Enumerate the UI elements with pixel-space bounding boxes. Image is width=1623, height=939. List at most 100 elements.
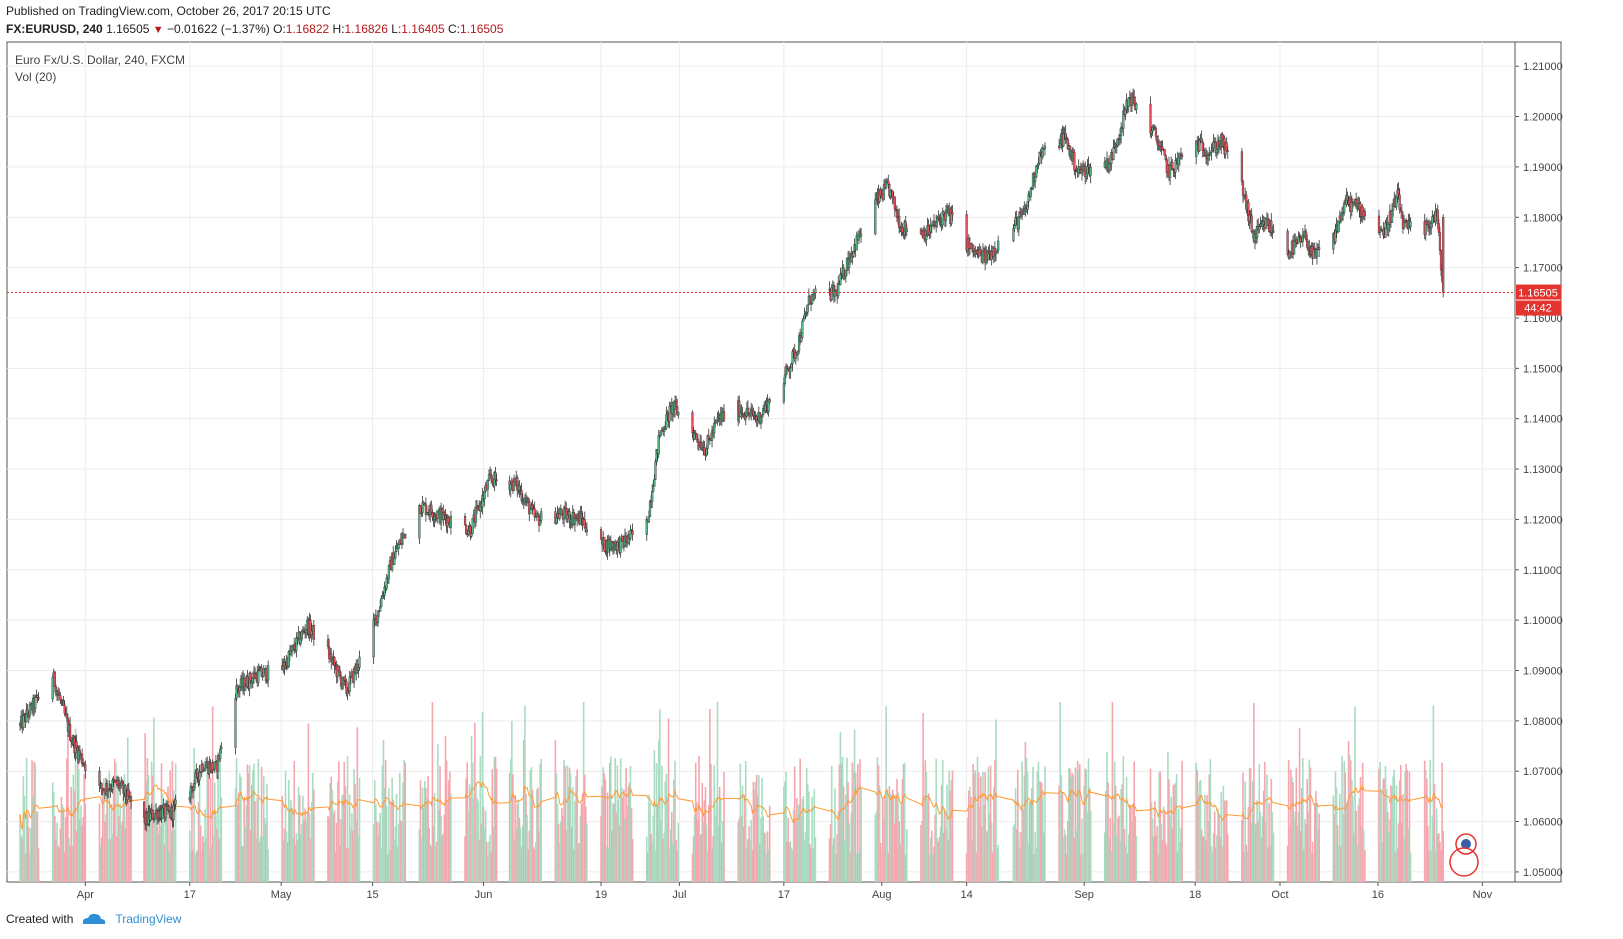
volume-bar [952, 770, 954, 882]
candle-body [29, 705, 31, 716]
candle-body [875, 198, 877, 199]
candle-body [327, 640, 329, 647]
candle-body [214, 762, 216, 769]
candle-body [807, 305, 809, 312]
y-tick-label: 1.17000 [1523, 263, 1563, 275]
candle-body [359, 657, 361, 667]
y-tick-label: 1.11000 [1523, 565, 1562, 577]
candle-body [532, 505, 534, 508]
candle-body [1226, 143, 1228, 151]
volume-bar [540, 759, 542, 882]
candle-body [521, 491, 523, 501]
candle-body [745, 416, 747, 418]
volume-bar [313, 790, 315, 882]
volume-bar [678, 823, 680, 882]
candle-body [677, 413, 679, 415]
candle-body [800, 337, 802, 341]
candle-body [1035, 166, 1037, 177]
candle-body [1132, 93, 1134, 98]
time-axis[interactable]: Apr 17 May 15 Jun 19 Jul 17 Aug 14 Sep 18 Oct 16 Nov [77, 882, 1493, 901]
volume-bar [1273, 833, 1275, 882]
candle-body [1073, 152, 1075, 170]
candle-body [1435, 211, 1437, 221]
candle-body [813, 293, 815, 294]
candle-body [343, 677, 345, 680]
candle-body [386, 578, 388, 589]
candle-body [1155, 128, 1157, 136]
candle-body [81, 754, 83, 764]
volume-bar [359, 778, 361, 882]
candle-body [935, 222, 937, 225]
candle-body [1171, 162, 1173, 169]
candle-body [290, 651, 292, 654]
candle-body [1216, 149, 1218, 152]
candle-body [252, 678, 254, 683]
candle-body [894, 197, 896, 210]
x-tick-label: 15 [366, 889, 378, 901]
candle-body [1410, 222, 1412, 227]
candle-body [1081, 170, 1083, 173]
volume-bar [1410, 853, 1412, 882]
candle-body [529, 509, 531, 513]
candle-body [652, 486, 654, 491]
candle-body [1391, 210, 1393, 223]
candle-body [761, 415, 763, 417]
candle-body [797, 351, 799, 354]
y-tick-label: 1.10000 [1523, 615, 1563, 627]
candle-body [809, 296, 811, 303]
candle-body [1030, 188, 1032, 196]
volume-bar [38, 848, 40, 882]
candle-body [1400, 209, 1402, 211]
candle-body [811, 294, 813, 303]
candle-body [193, 784, 195, 791]
candle-body [723, 411, 725, 420]
candle-body [996, 250, 998, 252]
candle-body [1164, 149, 1166, 155]
candle-body [630, 530, 632, 538]
y-tick-label: 1.14000 [1523, 414, 1563, 426]
candle-body [616, 542, 618, 550]
tradingview-brand-link[interactable]: TradingView [115, 912, 181, 926]
candle-body [929, 232, 931, 234]
x-tick-label: May [271, 889, 292, 901]
candle-body [101, 783, 103, 788]
candle-body [467, 531, 469, 534]
candle-body [250, 673, 252, 681]
volume-bar [1318, 813, 1320, 882]
candle-body [1398, 190, 1400, 195]
x-tick-label: 17 [778, 889, 790, 901]
candle-body [756, 417, 758, 420]
candle-body [154, 813, 156, 818]
candle-body [1351, 202, 1353, 211]
candle-body [487, 481, 489, 490]
candle-body [1305, 232, 1307, 239]
candle-body [648, 517, 650, 522]
candle-body [334, 657, 336, 665]
candle-body [1338, 221, 1340, 231]
candle-body [296, 638, 298, 651]
candle-body [432, 513, 434, 518]
candle-body [220, 747, 222, 749]
candle-body [496, 480, 498, 481]
candle-body [1227, 151, 1229, 152]
y-tick-label: 1.12000 [1523, 514, 1563, 526]
candle-body [1396, 197, 1398, 207]
candle-body [1113, 147, 1115, 159]
candle-body [130, 797, 132, 802]
candle-body [664, 428, 666, 429]
candle-body [804, 315, 806, 319]
y-tick-label: 1.19000 [1523, 162, 1563, 174]
candle-body [700, 442, 702, 449]
candle-body [1211, 150, 1213, 152]
candle-body [165, 806, 167, 817]
candle-body [840, 274, 842, 285]
y-tick-label: 1.18000 [1523, 212, 1563, 224]
candle-body [1044, 146, 1046, 149]
candle-body [805, 313, 807, 315]
candle-body [1440, 250, 1442, 270]
candle-body [717, 418, 719, 420]
candle-body [1364, 211, 1366, 216]
candle-body [1087, 167, 1089, 174]
candle-body [1270, 221, 1272, 233]
